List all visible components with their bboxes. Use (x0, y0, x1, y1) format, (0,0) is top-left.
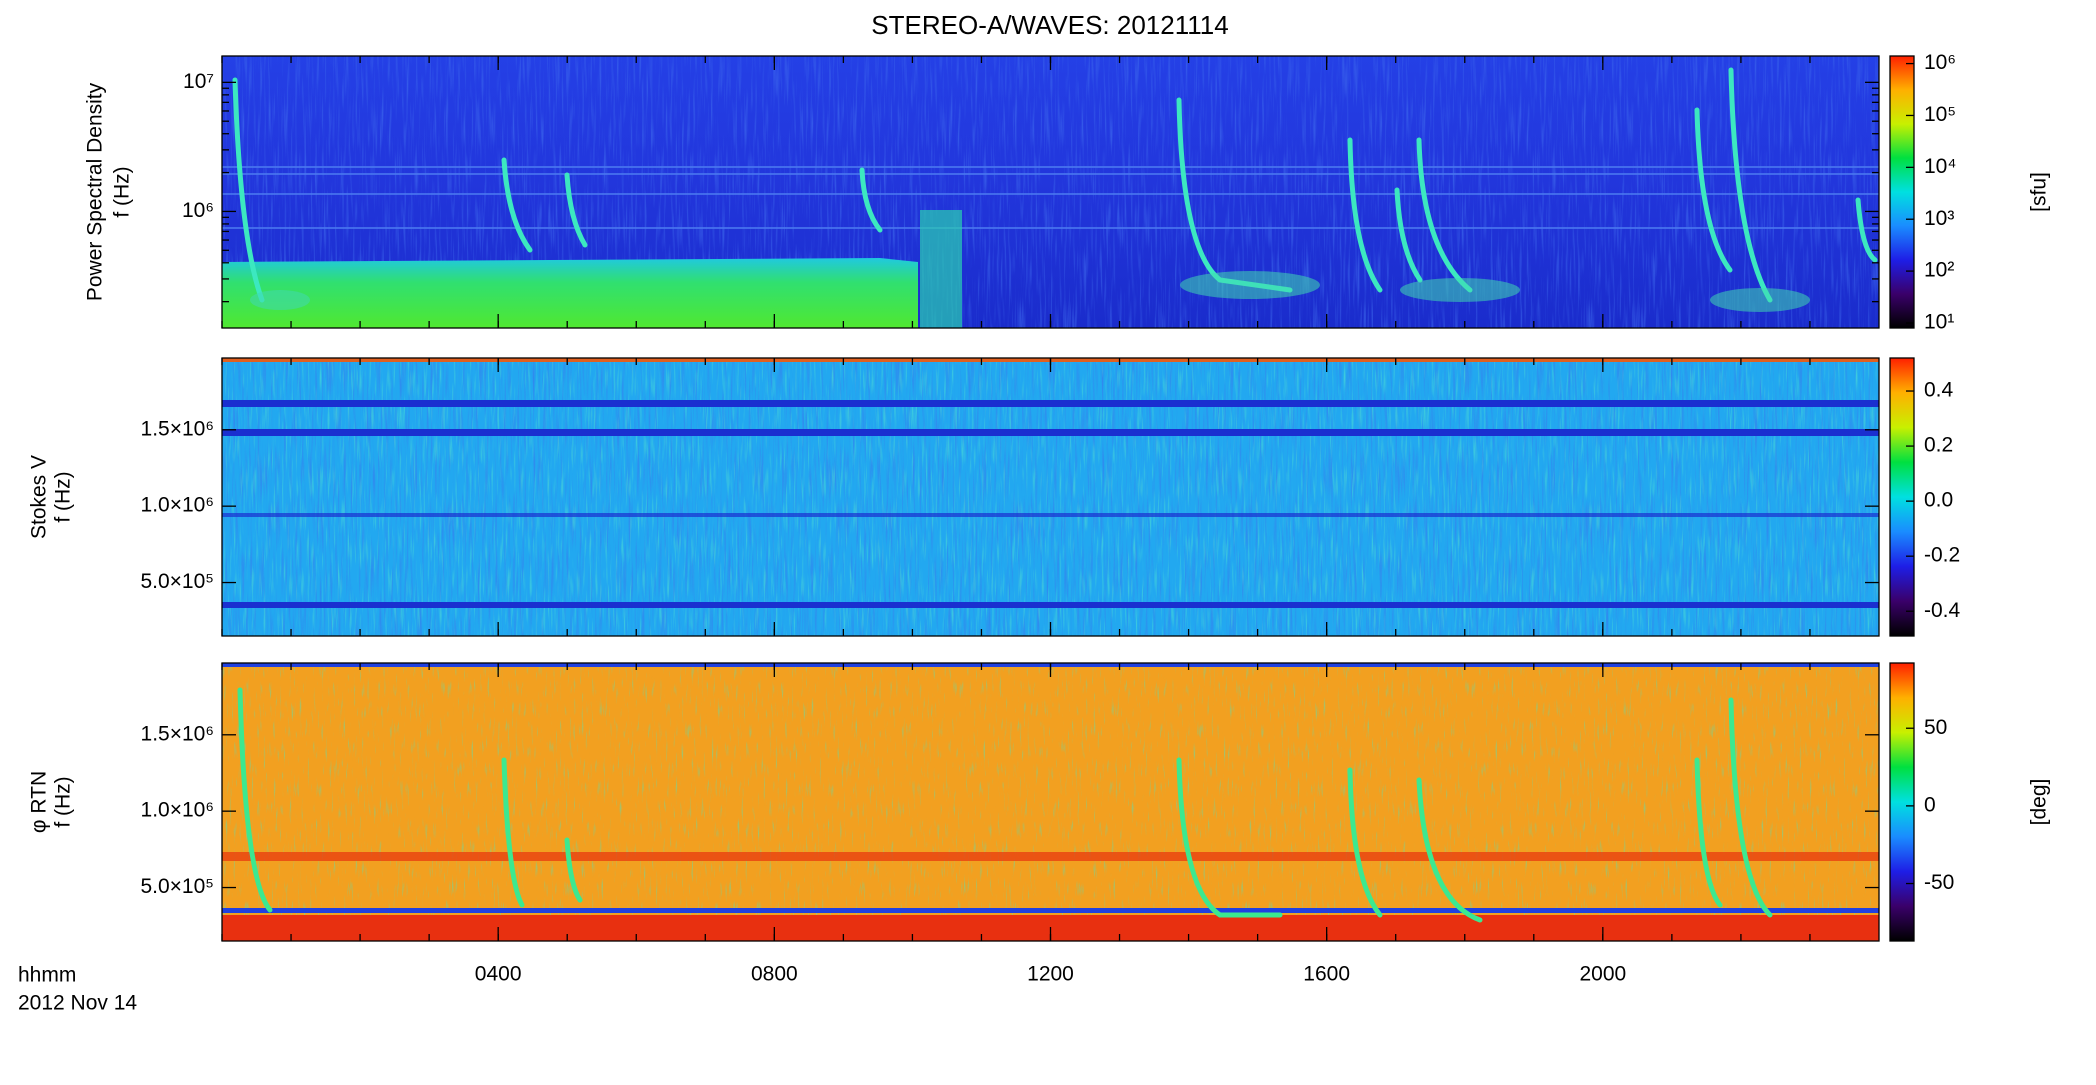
x-tick-label: 0800 (751, 963, 798, 986)
colorbar-tick-label: 0 (1924, 793, 1936, 816)
y-axis-label: Stokes V (28, 455, 51, 539)
colorbar-tick-label: -50 (1924, 871, 1954, 894)
y-axis-label: f (Hz) (52, 776, 75, 827)
chart-title: STEREO-A/WAVES: 20121114 (871, 10, 1228, 40)
colorbar (1889, 662, 1915, 942)
y-tick-label: 5.0×10⁵ (140, 875, 214, 898)
y-axis-label: Power Spectral Density (84, 82, 107, 301)
colorbar-tick-label: 0.2 (1924, 434, 1953, 457)
colorbar-tick-label: 10⁵ (1924, 103, 1956, 126)
colorbar-tick-label: 10⁴ (1924, 155, 1956, 178)
colorbar (1889, 357, 1915, 637)
y-axis-label: φ RTN (28, 771, 51, 833)
colorbar-tick-label: -0.2 (1924, 544, 1960, 567)
spectrogram-psd (222, 56, 1879, 328)
x-tick-label: 1200 (1027, 963, 1074, 986)
y-tick-label: 5.0×10⁵ (140, 570, 214, 593)
y-axis-label: f (Hz) (52, 471, 75, 522)
x-axis-label: hhmm (18, 964, 76, 987)
colorbar-tick-label: 10⁶ (1924, 51, 1956, 74)
y-tick-label: 1.5×10⁶ (141, 722, 214, 745)
colorbar-label: [sfu] (2028, 172, 2051, 212)
y-axis-label: f (Hz) (111, 166, 134, 217)
spectrogram-phi (222, 663, 1879, 941)
colorbar-label: [deg] (2028, 779, 2051, 826)
y-tick-label: 10⁷ (183, 70, 214, 93)
colorbar-tick-label: 0.4 (1924, 379, 1954, 402)
x-tick-label: 2000 (1579, 963, 1626, 986)
spectrogram-stokes (222, 358, 1879, 636)
colorbar-tick-label: 50 (1924, 716, 1947, 739)
colorbar-tick-label: -0.4 (1924, 599, 1961, 622)
x-tick-label: 1600 (1303, 963, 1350, 986)
colorbar (1889, 55, 1915, 329)
colorbar-tick-label: 10¹ (1924, 311, 1954, 334)
colorbar-tick-label: 10³ (1924, 207, 1954, 230)
y-tick-label: 1.0×10⁶ (141, 494, 214, 517)
y-tick-label: 10⁶ (182, 199, 214, 222)
y-tick-label: 1.0×10⁶ (141, 799, 214, 822)
colorbar-tick-label: 0.0 (1924, 489, 1953, 512)
y-tick-label: 1.5×10⁶ (141, 417, 214, 440)
x-tick-label: 0400 (475, 963, 522, 986)
x-date-label: 2012 Nov 14 (18, 992, 137, 1015)
colorbar-tick-label: 10² (1924, 259, 1954, 282)
